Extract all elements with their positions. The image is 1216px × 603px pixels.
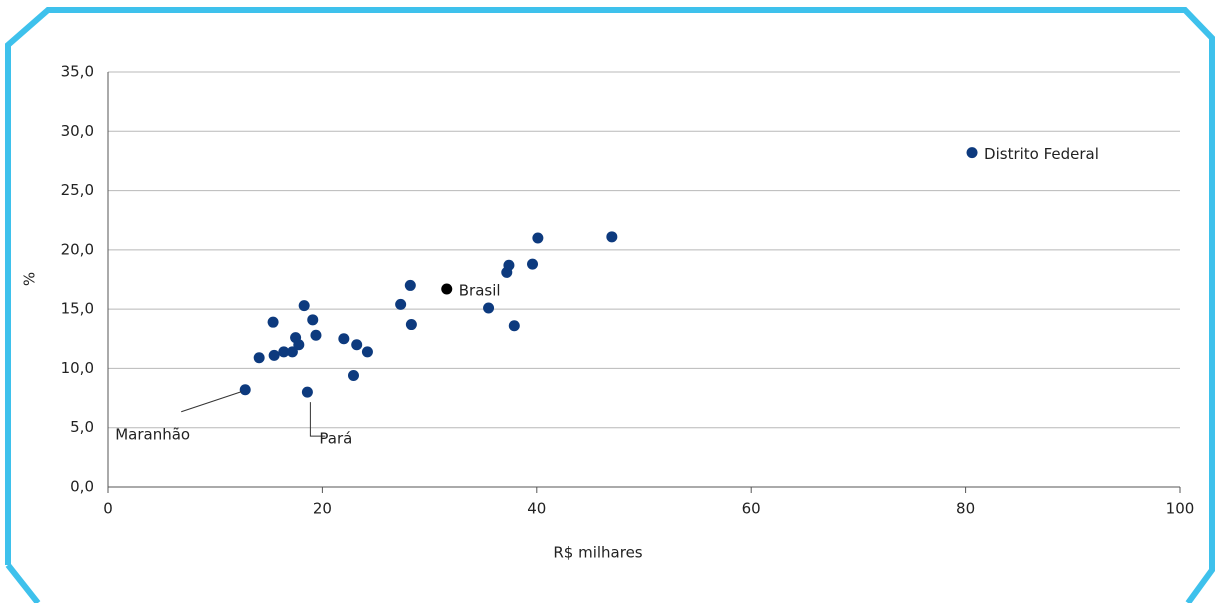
point [338,333,350,345]
point [527,258,539,270]
x-tick-label: 60 [742,500,761,518]
point [606,231,618,243]
y-tick-label: 20,0 [61,240,94,258]
point [268,349,280,361]
y-tick-label: 10,0 [61,359,94,377]
x-tick-label: 40 [527,500,546,518]
x-tick-label: 100 [1166,500,1195,518]
point [239,384,251,396]
point [483,302,495,314]
point [307,314,319,326]
frame [5,7,1215,603]
point [347,370,359,382]
x-tick-label: 20 [313,500,332,518]
y-tick-label: 25,0 [61,181,94,199]
point [441,283,453,295]
point [503,259,515,271]
point [301,386,313,398]
point [351,339,363,351]
y-tick-label: 35,0 [61,63,94,81]
point [310,329,322,341]
point [278,346,290,358]
y-tick-label: 0,0 [70,478,94,496]
point [405,319,417,331]
point [404,279,416,291]
point-label: Pará [319,430,352,448]
x-axis-title: R$ milhares [553,544,642,562]
point [966,147,978,159]
leader-line [181,391,242,413]
point [293,339,305,351]
y-tick-label: 15,0 [61,300,94,318]
point [395,298,407,310]
point [267,316,279,328]
leader-line [309,402,326,437]
x-tick-label: 80 [956,500,975,518]
point [298,300,310,312]
point-label: Distrito Federal [984,145,1099,163]
point [361,346,373,358]
point [508,320,520,332]
point [286,346,298,358]
y-tick-label: 5,0 [70,418,94,436]
x-tick-label: 0 [103,500,113,518]
y-tick-label: 30,0 [61,122,94,140]
point-label: Maranhão [115,425,190,443]
point [253,352,265,364]
y-axis-title: % [21,272,39,286]
point [532,232,544,244]
point-label: Brasil [459,281,501,299]
